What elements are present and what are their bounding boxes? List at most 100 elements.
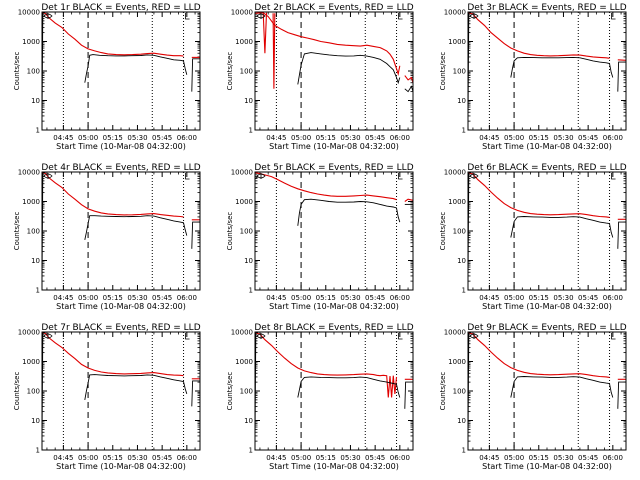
x-tick-label: 05:00 (78, 294, 98, 302)
y-tick-label: 1000 (22, 358, 40, 366)
y-tick-label: 100 (240, 68, 253, 76)
corner-symbol-right (611, 13, 616, 20)
corner-symbol-right (398, 333, 403, 340)
x-tick-label: 05:30 (127, 294, 147, 302)
x-tick-label: 05:00 (504, 454, 524, 462)
events-rate-line (191, 221, 200, 249)
plot-frame (254, 11, 414, 131)
panel-title: Det 7r BLACK = Events, RED = LLD (41, 323, 200, 333)
x-tick-label: 05:30 (553, 134, 573, 142)
lld-rate-line (254, 12, 401, 77)
x-tick-label: 05:30 (553, 294, 573, 302)
panel-title: Det 2r BLACK = Events, RED = LLD (254, 3, 413, 13)
y-tick-label: 10 (457, 417, 466, 425)
y-tick-label: 100 (453, 228, 466, 236)
y-tick-label: 1 (36, 447, 40, 455)
events-rate-line (617, 61, 626, 92)
y-axis-label: Counts/sec (13, 212, 21, 251)
y-tick-label: 100 (27, 228, 40, 236)
lld-rate-line (41, 332, 184, 377)
corner-symbol-left (43, 173, 53, 179)
x-tick-label: 05:15 (316, 294, 336, 302)
y-tick-label: 10000 (231, 169, 253, 177)
y-tick-label: 1000 (22, 198, 40, 206)
x-tick-label: 05:45 (578, 134, 598, 142)
lld-rate-line (404, 198, 414, 202)
lld-rate-line (262, 12, 268, 54)
y-tick-label: 1 (462, 287, 466, 295)
x-axis-label: Start Time (10-Mar-08 04:32:00) (269, 462, 399, 471)
y-axis-label: Counts/sec (439, 52, 447, 91)
y-tick-label: 1000 (448, 358, 466, 366)
x-tick-label: 05:45 (152, 454, 172, 462)
x-tick-label: 05:15 (529, 134, 549, 142)
corner-symbol-right (611, 333, 616, 340)
lld-rate-line (254, 172, 397, 201)
lld-rate-line (41, 12, 184, 57)
x-tick-label: 06:00 (390, 294, 410, 302)
x-tick-label: 05:30 (127, 134, 147, 142)
x-tick-label: 05:45 (578, 454, 598, 462)
lld-rate-line (272, 13, 276, 89)
y-tick-label: 100 (453, 388, 466, 396)
y-tick-label: 1 (249, 287, 253, 295)
y-tick-label: 1 (462, 127, 466, 135)
detector-panel-4: Det 4r BLACK = Events, RED = LLD 1 10 100 10… (13, 163, 201, 311)
y-tick-label: 1000 (448, 38, 466, 46)
x-tick-label: 04:45 (266, 294, 286, 302)
corner-symbol-right (398, 13, 403, 20)
y-tick-label: 1000 (235, 198, 253, 206)
x-tick-label: 05:00 (291, 294, 311, 302)
corner-symbol-left (43, 333, 53, 339)
corner-symbol-right (398, 173, 403, 180)
corner-symbol-left (469, 333, 479, 339)
events-rate-line (84, 215, 188, 240)
y-axis-label: Counts/sec (226, 52, 234, 91)
x-tick-label: 04:45 (53, 134, 73, 142)
x-tick-label: 05:15 (103, 454, 123, 462)
x-tick-label: 05:45 (152, 134, 172, 142)
events-rate-line (617, 381, 626, 409)
panel-title: Det 5r BLACK = Events, RED = LLD (254, 163, 413, 173)
x-tick-label: 06:00 (390, 454, 410, 462)
y-axis-label: Counts/sec (13, 52, 21, 91)
y-tick-label: 10 (244, 257, 253, 265)
events-rate-line (297, 376, 401, 398)
detector-panel-7: Det 7r BLACK = Events, RED = LLD 1 10 100 10… (13, 323, 201, 471)
x-tick-label: 05:30 (127, 454, 147, 462)
y-tick-label: 10000 (18, 169, 40, 177)
x-tick-label: 05:15 (103, 294, 123, 302)
x-tick-label: 06:00 (177, 294, 197, 302)
panel-title: Det 4r BLACK = Events, RED = LLD (41, 163, 200, 173)
detector-panel-5: Det 5r BLACK = Events, RED = LLD 1 10 100 10… (226, 163, 414, 311)
events-rate-line (191, 58, 200, 92)
y-tick-label: 100 (240, 388, 253, 396)
plot-frame (467, 171, 627, 291)
x-axis-label: Start Time (10-Mar-08 04:32:00) (56, 462, 186, 471)
corner-symbol-left (256, 173, 266, 179)
y-tick-label: 10000 (231, 329, 253, 337)
y-tick-label: 10 (244, 97, 253, 105)
plot-frame (254, 171, 414, 291)
x-tick-label: 05:15 (316, 134, 336, 142)
x-tick-label: 05:45 (152, 294, 172, 302)
detector-panel-3: Det 3r BLACK = Events, RED = LLD 1 10 100 10… (439, 3, 627, 151)
y-tick-label: 10 (31, 97, 40, 105)
x-tick-label: 05:00 (504, 134, 524, 142)
x-tick-label: 05:30 (553, 454, 573, 462)
events-rate-line (510, 216, 614, 238)
corner-symbol-right (185, 333, 190, 340)
x-tick-label: 05:45 (365, 454, 385, 462)
events-rate-line (84, 374, 188, 400)
events-rate-line (510, 376, 614, 398)
x-tick-label: 04:45 (479, 294, 499, 302)
x-tick-label: 05:45 (365, 134, 385, 142)
y-tick-label: 1000 (235, 38, 253, 46)
plot-frame (41, 11, 201, 131)
x-axis-label: Start Time (10-Mar-08 04:32:00) (269, 302, 399, 311)
lld-rate-line (617, 59, 627, 61)
y-tick-label: 100 (453, 68, 466, 76)
corner-symbol-left (256, 13, 266, 19)
panel-title: Det 3r BLACK = Events, RED = LLD (467, 3, 626, 13)
